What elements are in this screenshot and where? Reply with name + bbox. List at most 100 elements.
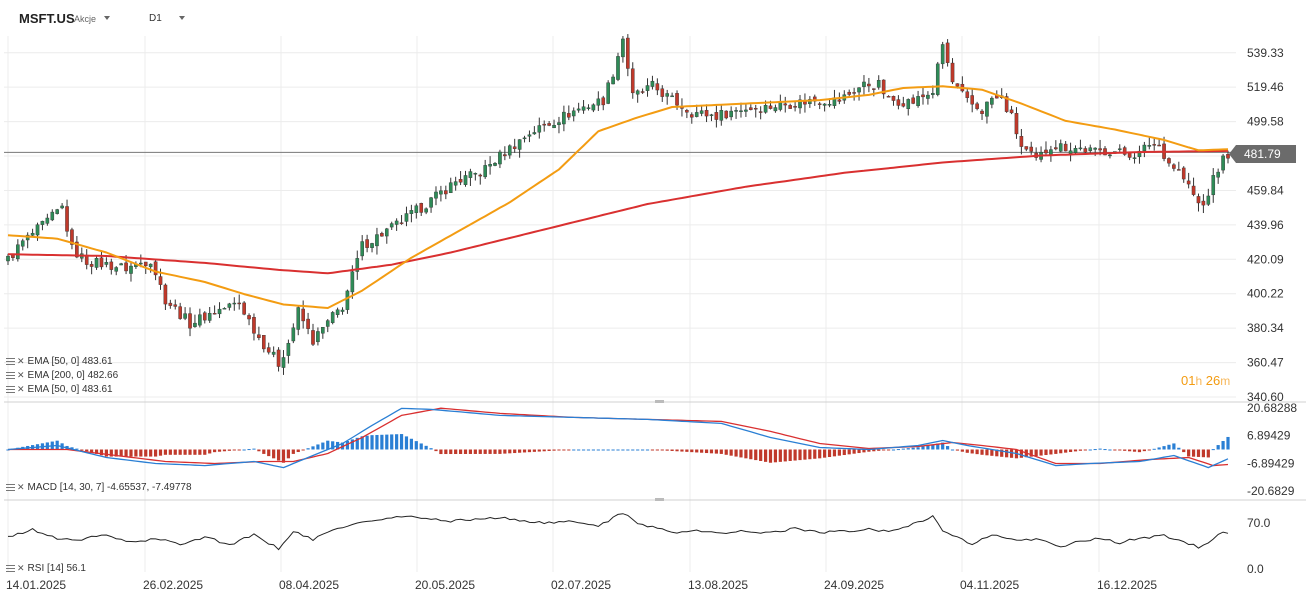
candle-body xyxy=(1186,180,1191,185)
candle-body xyxy=(75,241,79,258)
candle-body xyxy=(1117,148,1122,150)
asset-class-label: Akcje xyxy=(74,14,97,24)
candle-body xyxy=(965,91,970,98)
macd-histogram-bar xyxy=(916,447,920,450)
macd-histogram-bar xyxy=(1206,449,1210,458)
candle-body xyxy=(1088,147,1093,151)
macd-histogram-bar xyxy=(729,449,733,456)
macd-histogram-bar xyxy=(793,449,797,461)
legend-ema50-text: EMA [50, 0] 483.61 xyxy=(27,356,113,367)
pane-resize-handle[interactable] xyxy=(655,498,664,501)
candle-body xyxy=(783,103,788,106)
rsi-axis-label: 70.0 xyxy=(1247,516,1271,530)
macd-histogram-bar xyxy=(390,434,394,450)
menu-icon[interactable] xyxy=(6,371,15,379)
close-icon[interactable]: ✕ xyxy=(17,356,25,366)
candle-body xyxy=(458,179,463,183)
menu-icon[interactable] xyxy=(6,564,15,572)
macd-axis-label: 6.89429 xyxy=(1247,429,1291,443)
candle-body xyxy=(444,190,448,195)
macd-histogram-bar xyxy=(1088,449,1092,451)
macd-histogram-bar xyxy=(532,449,536,452)
macd-histogram-bar xyxy=(1137,449,1142,453)
macd-histogram-bar xyxy=(144,449,148,457)
macd-histogram-bar xyxy=(503,449,507,454)
candle-body xyxy=(306,318,310,329)
pane-resize-handle[interactable] xyxy=(655,400,664,403)
macd-histogram-bar xyxy=(326,440,330,450)
macd-histogram-bar xyxy=(965,449,969,453)
macd-histogram-bar xyxy=(675,449,679,452)
macd-histogram-bar xyxy=(375,434,379,450)
macd-histogram-bar xyxy=(498,449,502,454)
candle-body xyxy=(1004,96,1009,112)
symbol-dropdown-icon[interactable] xyxy=(104,16,110,20)
candle-body xyxy=(1142,144,1147,152)
candle-body xyxy=(463,175,468,185)
close-icon[interactable]: ✕ xyxy=(17,370,25,380)
candle-body xyxy=(65,206,69,232)
macd-histogram-bar xyxy=(754,449,758,461)
candle-body xyxy=(517,139,522,150)
candle-body xyxy=(576,108,581,111)
candle-body xyxy=(714,112,719,120)
candle-body xyxy=(163,284,168,305)
macd-histogram-bar xyxy=(449,449,453,455)
macd-histogram-bar xyxy=(631,449,635,451)
candle-body xyxy=(773,107,778,112)
timeframe-label[interactable]: D1 xyxy=(149,13,162,24)
candle-body xyxy=(1181,167,1186,180)
candle-body xyxy=(626,37,630,69)
candle-body xyxy=(601,97,606,106)
macd-histogram-bar xyxy=(213,449,217,453)
candle-body xyxy=(955,83,960,87)
candle-body xyxy=(867,83,871,87)
candle-body xyxy=(768,105,773,109)
macd-histogram-bar xyxy=(1019,449,1023,458)
candle-body xyxy=(847,91,852,95)
macd-histogram-bar xyxy=(542,449,546,452)
candle-body xyxy=(852,92,856,94)
grid-lines xyxy=(4,36,1306,572)
candle-body xyxy=(321,327,325,334)
macd-histogram-bar xyxy=(385,434,389,450)
candle-body xyxy=(1196,196,1201,204)
macd-histogram-bar xyxy=(1034,449,1038,457)
close-icon[interactable]: ✕ xyxy=(17,384,25,394)
macd-histogram-bar xyxy=(217,449,222,452)
macd-histogram-bar xyxy=(1152,448,1156,450)
candle-body xyxy=(1073,148,1078,153)
close-icon[interactable]: ✕ xyxy=(17,482,25,492)
macd-histogram-bar xyxy=(85,449,89,452)
macd-histogram-bar xyxy=(399,434,404,450)
macd-histogram-bar xyxy=(119,449,123,457)
timeframe-dropdown-icon[interactable] xyxy=(179,16,185,20)
candle-body xyxy=(375,234,379,247)
macd-histogram-bar xyxy=(1162,446,1166,450)
candle-body xyxy=(586,107,591,109)
candle-body xyxy=(345,290,350,310)
close-icon[interactable]: ✕ xyxy=(17,563,25,573)
macd-histogram-bar xyxy=(886,449,891,451)
macd-histogram-bar xyxy=(832,449,837,457)
menu-icon[interactable] xyxy=(6,357,15,365)
macd-histogram-bar xyxy=(655,449,659,451)
candle-body xyxy=(266,347,271,353)
macd-histogram-bar xyxy=(788,449,792,461)
candle-body xyxy=(670,95,674,98)
macd-histogram-bar xyxy=(124,449,128,457)
time-axis-label: 26.02.2025 xyxy=(143,578,203,592)
macd-histogram-bar xyxy=(272,449,276,459)
candle-body xyxy=(778,102,783,110)
macd-histogram-bar xyxy=(1128,449,1132,452)
candle-body xyxy=(40,220,45,225)
menu-icon[interactable] xyxy=(6,483,15,491)
macd-histogram-bar xyxy=(527,449,532,453)
symbol-label[interactable]: MSFT.US xyxy=(19,11,75,26)
candle-body xyxy=(709,114,714,116)
macd-histogram-bar xyxy=(882,449,886,451)
candle-body xyxy=(281,357,286,368)
menu-icon[interactable] xyxy=(6,385,15,393)
candle-body xyxy=(1078,147,1083,150)
